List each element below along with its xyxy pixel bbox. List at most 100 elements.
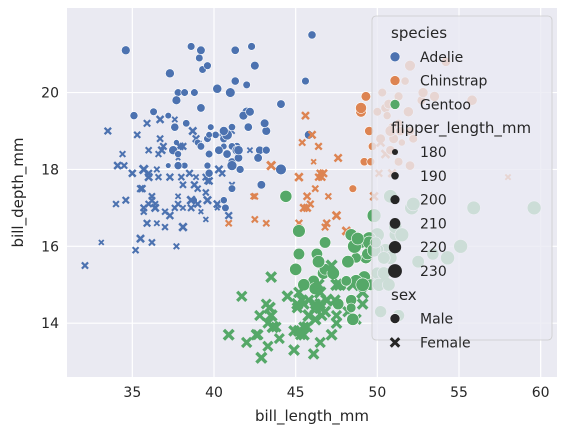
point-adelie xyxy=(193,199,202,209)
point-gentoo xyxy=(292,224,306,238)
point-adelie xyxy=(174,150,182,158)
point-adelie xyxy=(246,147,254,154)
point-gentoo xyxy=(288,344,300,357)
point-chinstrap xyxy=(348,184,358,193)
point-adelie xyxy=(142,219,152,228)
point-adelie xyxy=(144,172,154,182)
y-tick-label: 18 xyxy=(41,162,59,178)
point-gentoo xyxy=(297,278,311,292)
point-gentoo xyxy=(293,286,305,299)
point-chinstrap xyxy=(301,111,310,120)
point-adelie xyxy=(190,180,199,189)
point-adelie xyxy=(202,188,210,197)
point-chinstrap xyxy=(331,210,342,221)
point-chinstrap xyxy=(310,158,317,165)
point-adelie xyxy=(179,204,187,212)
point-adelie xyxy=(192,173,200,181)
point-gentoo xyxy=(318,305,332,318)
point-adelie xyxy=(195,53,204,63)
legend-size-label: 200 xyxy=(420,193,447,209)
point-gentoo xyxy=(288,325,300,337)
point-adelie xyxy=(203,161,212,170)
point-adelie xyxy=(118,150,127,158)
point-adelie xyxy=(204,149,214,159)
point-adelie xyxy=(226,160,238,171)
point-adelie xyxy=(230,76,240,86)
point-gentoo xyxy=(307,348,320,360)
point-chinstrap xyxy=(266,160,277,171)
point-chinstrap xyxy=(307,130,317,140)
point-gentoo xyxy=(270,321,282,333)
x-axis-label: bill_length_mm xyxy=(255,407,369,426)
point-adelie xyxy=(196,45,206,55)
point-adelie xyxy=(121,45,131,56)
point-adelie xyxy=(205,131,213,139)
point-chinstrap xyxy=(249,193,257,200)
point-adelie xyxy=(153,166,161,173)
point-adelie xyxy=(233,145,244,156)
point-gentoo xyxy=(320,293,334,307)
point-adelie xyxy=(227,184,237,193)
point-adelie xyxy=(177,173,186,181)
legend-label-chinstrap: Chinstrap xyxy=(420,74,488,90)
x-tick-label: 40 xyxy=(205,385,223,401)
point-gentoo xyxy=(325,259,338,272)
point-chinstrap xyxy=(360,91,372,102)
x-tick-label: 45 xyxy=(287,385,305,401)
point-adelie xyxy=(170,122,180,132)
legend-size-marker xyxy=(388,241,402,254)
legend-size-marker xyxy=(391,148,399,156)
point-gentoo xyxy=(308,313,322,326)
point-adelie xyxy=(113,161,122,170)
point-gentoo xyxy=(312,278,325,291)
point-chinstrap xyxy=(251,192,259,201)
point-gentoo xyxy=(340,275,352,287)
point-adelie xyxy=(250,61,260,71)
point-adelie xyxy=(212,83,223,94)
point-adelie xyxy=(202,195,213,205)
y-tick-label: 20 xyxy=(41,86,59,102)
point-adelie xyxy=(81,261,89,270)
point-adelie xyxy=(224,211,233,220)
point-chinstrap xyxy=(333,153,343,163)
point-chinstrap xyxy=(262,219,271,228)
point-chinstrap xyxy=(324,192,332,200)
point-adelie xyxy=(155,115,165,124)
point-adelie xyxy=(242,80,251,89)
legend-size-marker xyxy=(390,195,400,205)
point-adelie xyxy=(165,211,175,220)
point-gentoo xyxy=(273,333,285,345)
legend-marker-male xyxy=(389,313,401,324)
legend-size-label: 190 xyxy=(420,169,447,185)
point-adelie xyxy=(261,126,271,136)
point-adelie xyxy=(212,199,222,209)
point-adelie xyxy=(179,181,187,189)
point-adelie xyxy=(156,134,164,143)
point-chinstrap xyxy=(355,102,367,114)
legend-title-species: species xyxy=(391,24,447,42)
point-gentoo xyxy=(297,298,310,310)
x-tick-label: 55 xyxy=(450,385,468,401)
point-adelie xyxy=(171,95,182,105)
point-gentoo xyxy=(330,317,343,330)
legend-marker-adelie xyxy=(389,51,401,63)
point-adelie xyxy=(133,131,142,139)
point-gentoo xyxy=(252,329,264,341)
point-adelie xyxy=(219,196,228,205)
legend-size-marker xyxy=(389,218,401,229)
point-gentoo xyxy=(314,336,326,349)
point-gentoo xyxy=(254,309,266,322)
point-adelie xyxy=(138,184,147,193)
point-gentoo xyxy=(351,232,365,246)
point-gentoo xyxy=(291,302,303,314)
point-adelie xyxy=(128,169,137,178)
y-axis-ticks: 14 16 18 20 xyxy=(41,86,59,333)
point-adelie xyxy=(153,219,161,227)
legend-title-sex: sex xyxy=(391,286,417,304)
point-adelie xyxy=(161,223,169,231)
point-adelie xyxy=(138,164,149,175)
point-gentoo xyxy=(281,290,294,303)
point-adelie xyxy=(136,234,145,244)
point-chinstrap xyxy=(302,203,312,213)
